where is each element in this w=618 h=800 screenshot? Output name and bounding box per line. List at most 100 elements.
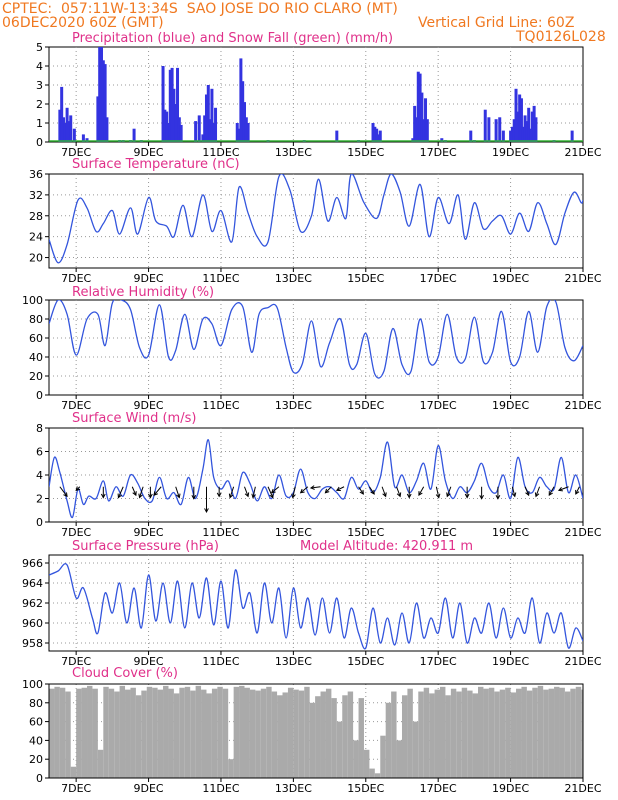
wind-arrow xyxy=(292,486,296,498)
temperature-ytick-label: 36 xyxy=(29,168,43,181)
wind-xtick-label: 19DEC xyxy=(492,526,529,539)
wind-arrow-head xyxy=(299,488,305,494)
cloud-bar xyxy=(233,686,240,778)
cloud-bar xyxy=(287,687,294,778)
wind-arrow xyxy=(300,486,309,494)
wind-arrow xyxy=(446,486,452,497)
cloud-bar xyxy=(391,691,397,778)
cloud-ytick-label: 100 xyxy=(22,678,43,691)
wind-xtick-label: 15DEC xyxy=(347,526,384,539)
cloud-bar xyxy=(87,685,93,778)
cloud-bar xyxy=(385,702,392,778)
humidity-xtick-label: 7DEC xyxy=(61,399,91,412)
precip-bar xyxy=(376,134,380,142)
precip-bar xyxy=(237,128,241,142)
precip-bar xyxy=(501,130,505,142)
cloud-bar xyxy=(401,695,408,778)
humidity-xtick-label: 9DEC xyxy=(134,399,164,412)
cloud-bar xyxy=(467,690,473,778)
wind-arrow xyxy=(396,486,401,497)
precip-bar xyxy=(440,138,444,142)
cloud-bar xyxy=(336,721,343,778)
cloud-xtick-label: 21DEC xyxy=(564,782,601,795)
cloud-bar xyxy=(168,688,174,778)
cloud-title: Cloud Cover (%) xyxy=(72,666,178,681)
precip-bar xyxy=(65,107,69,142)
cloud-bar xyxy=(325,688,332,778)
precip-bar xyxy=(244,117,248,142)
wind-arrow-head xyxy=(495,494,501,500)
cloud-bar xyxy=(135,695,142,778)
wind-arrow-head xyxy=(479,494,484,500)
precip-bar xyxy=(72,128,76,142)
wind-arrow-head xyxy=(244,492,250,498)
wind-arrow xyxy=(252,486,256,498)
wind-xtick-label: 9DEC xyxy=(134,526,164,539)
precip-bar xyxy=(424,98,428,142)
wind-arrow-head xyxy=(132,491,137,497)
precip-bar xyxy=(67,121,71,142)
wind-arrow xyxy=(336,486,345,491)
cloud-bar xyxy=(347,691,354,778)
wind-xtick-label: 21DEC xyxy=(564,526,601,539)
precip-bar xyxy=(201,134,205,142)
pressure-ytick-label: 964 xyxy=(22,577,43,590)
cloud-bar xyxy=(119,685,126,778)
precip-bar xyxy=(373,126,377,142)
cloud-bar xyxy=(76,688,82,778)
temperature-ytick-label: 20 xyxy=(29,252,43,265)
pressure-ytick-label: 962 xyxy=(22,597,43,610)
precip-bar xyxy=(98,47,102,142)
wind-title: Surface Wind (m/s) xyxy=(72,411,196,426)
precip-bar xyxy=(161,66,165,142)
cloud-bar xyxy=(260,688,267,778)
wind-ytick-label: 2 xyxy=(36,493,43,506)
precip-bar xyxy=(246,123,250,142)
precip-bar xyxy=(512,119,516,142)
cloud-bar xyxy=(461,687,468,778)
cloud-xtick-label: 15DEC xyxy=(347,782,384,795)
cloud-bar xyxy=(423,687,430,778)
pressure-xtick-label: 21DEC xyxy=(564,655,601,668)
precip-bar xyxy=(519,98,523,142)
precip-bar xyxy=(498,117,502,142)
wind-arrow-head xyxy=(335,486,341,491)
cloud-bar xyxy=(114,691,120,778)
precip-bar xyxy=(371,123,375,142)
humidity-ytick-label: 60 xyxy=(29,332,43,345)
precip-bar xyxy=(172,88,176,142)
precip-bar xyxy=(61,117,65,142)
pressure-xtick-label: 19DEC xyxy=(492,655,529,668)
wind-ytick-label: 6 xyxy=(36,446,43,459)
precip-bar xyxy=(570,130,574,142)
precip-bar xyxy=(165,111,169,142)
wind-arrow-head xyxy=(557,486,563,492)
wind-arrow xyxy=(368,486,375,495)
precip-bar xyxy=(103,64,107,142)
humidity-xtick-label: 13DEC xyxy=(275,399,312,412)
cloud-xtick-label: 13DEC xyxy=(275,782,312,795)
wind-arrow-head xyxy=(117,493,122,499)
precip-bar xyxy=(335,130,339,142)
wind-arrow-head xyxy=(148,493,153,499)
precip-bar xyxy=(534,117,538,142)
precip-bar xyxy=(529,128,533,142)
pressure-title: Surface Pressure (hPa) xyxy=(72,539,219,554)
temperature-xtick-label: 13DEC xyxy=(275,272,312,285)
wind-arrow xyxy=(310,486,321,489)
pressure-xtick-label: 17DEC xyxy=(420,655,457,668)
cloud-bar xyxy=(190,690,196,778)
precipitation-xtick-label: 11DEC xyxy=(202,146,239,159)
cloud-bar xyxy=(353,740,359,778)
precip-bar xyxy=(170,67,174,142)
precip-bar xyxy=(132,128,136,142)
pressure-ytick-label: 966 xyxy=(22,557,43,570)
precip-bar xyxy=(242,102,246,142)
wind-arrow xyxy=(267,486,274,498)
wind-arrow xyxy=(175,486,180,498)
pressure-ytick-label: 958 xyxy=(22,637,43,650)
cloud-bar xyxy=(255,690,261,778)
wind-arrow-head xyxy=(359,489,364,495)
precip-bar xyxy=(420,92,424,142)
